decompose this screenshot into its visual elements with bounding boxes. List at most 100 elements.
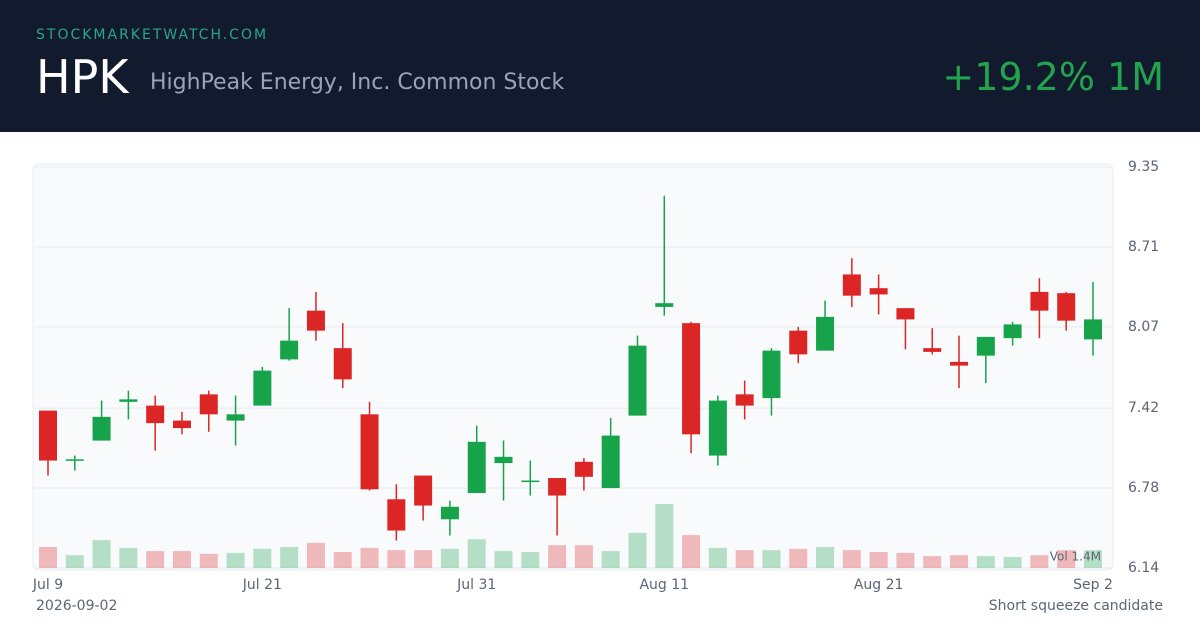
x-tick-label: Aug 11 xyxy=(639,577,689,593)
candle-body xyxy=(306,310,325,331)
candle-body xyxy=(682,323,701,435)
candle-body xyxy=(360,414,379,490)
volume-bar xyxy=(172,551,191,568)
volume-bar xyxy=(574,545,593,568)
candle-body xyxy=(601,435,620,489)
volume-bar xyxy=(414,550,433,568)
y-tick-label: 7.42 xyxy=(1128,400,1159,416)
volume-bar xyxy=(708,547,727,568)
volume-bar xyxy=(521,552,540,568)
candle-body xyxy=(628,345,647,416)
plot-area xyxy=(32,163,1114,571)
volume-bar xyxy=(92,540,111,568)
volume-bar xyxy=(333,552,352,568)
volume-bar xyxy=(548,545,567,568)
candle-body xyxy=(226,414,245,421)
candle-body xyxy=(869,288,888,295)
volume-bar xyxy=(682,535,701,568)
volume-bar xyxy=(1030,555,1049,568)
candle-body xyxy=(842,274,861,296)
candle-body xyxy=(574,461,593,477)
candle-body xyxy=(39,410,57,461)
x-tick-label: Jul 21 xyxy=(242,577,282,593)
candle-body xyxy=(655,303,674,307)
candle-body xyxy=(708,400,727,456)
candle-body xyxy=(789,330,808,355)
candle-body xyxy=(735,394,754,406)
header: STOCKMARKETWATCH.COM HPK HighPeak Energy… xyxy=(0,0,1200,132)
candle-body xyxy=(119,399,138,402)
volume-bar xyxy=(950,555,969,568)
volume-bar xyxy=(494,551,513,568)
chart: 2026-09-02 Short squeeze candidate 9.35 8… xyxy=(32,159,1163,614)
volume-bar xyxy=(280,546,299,568)
volume-bar xyxy=(39,546,57,568)
candle-body xyxy=(414,475,433,506)
volume-bar xyxy=(789,548,808,568)
candle-body xyxy=(199,394,218,415)
volume-bar xyxy=(816,546,835,568)
volume-bar xyxy=(65,555,84,568)
candle-body xyxy=(1030,291,1049,311)
candle-body xyxy=(280,340,299,360)
y-tick-label: 8.07 xyxy=(1128,319,1159,335)
candle-body xyxy=(494,456,513,464)
volume-bar xyxy=(601,551,620,568)
volume-bar xyxy=(1003,557,1022,568)
candle-body xyxy=(440,506,459,520)
volume-bar xyxy=(628,532,647,568)
volume-bar xyxy=(735,550,754,568)
candle-body xyxy=(950,361,969,366)
candle-body xyxy=(923,348,942,352)
y-tick-label: 6.78 xyxy=(1128,480,1159,496)
volume-bar xyxy=(360,547,379,568)
volume-bar xyxy=(976,556,995,568)
x-tick-label: Jul 31 xyxy=(456,577,496,593)
candle-body xyxy=(762,350,781,399)
volume-bar xyxy=(869,552,888,568)
candle-body xyxy=(253,370,272,406)
volume-bar xyxy=(253,548,272,568)
candle-body xyxy=(146,405,165,424)
volume-bar xyxy=(896,552,915,568)
volume-bar xyxy=(119,547,138,568)
volume-bar xyxy=(762,550,781,568)
candle-body xyxy=(172,420,191,429)
candle-body xyxy=(896,308,915,320)
x-tick-label: Sep 2 xyxy=(1073,577,1113,593)
candle-body xyxy=(333,348,352,380)
volume-bar xyxy=(387,550,406,568)
candle-body xyxy=(816,316,835,351)
candle-body xyxy=(1003,324,1022,339)
volume-bar xyxy=(1057,550,1076,568)
volume-bar xyxy=(306,542,325,568)
footer-note: Short squeeze candidate xyxy=(989,598,1163,614)
candle-body xyxy=(1084,319,1102,340)
site-name: STOCKMARKETWATCH.COM xyxy=(36,27,269,43)
volume-bar xyxy=(226,552,245,568)
candle-body xyxy=(521,480,540,483)
volume-bar xyxy=(440,548,459,568)
candle-body xyxy=(976,336,995,356)
y-tick-label: 9.35 xyxy=(1128,159,1159,175)
candle-body xyxy=(387,499,406,531)
volume-bar xyxy=(199,553,218,568)
volume-bar xyxy=(146,551,165,568)
ticker: HPK xyxy=(36,50,129,104)
x-tick-label: Jul 9 xyxy=(32,577,63,593)
footer-date: 2026-09-02 xyxy=(36,598,117,614)
candle-body xyxy=(467,441,486,494)
candle-body xyxy=(65,459,84,461)
volume-bar xyxy=(467,539,486,568)
volume-bar xyxy=(923,556,942,568)
candle-body xyxy=(1057,293,1076,321)
x-tick-label: Aug 21 xyxy=(854,577,904,593)
candle-body xyxy=(548,478,567,496)
y-tick-label: 6.14 xyxy=(1128,560,1159,576)
volume-label: Vol 1.4M xyxy=(1050,550,1101,564)
candle-body xyxy=(92,416,111,441)
volume-bar xyxy=(842,550,861,568)
volume-bar xyxy=(1084,550,1102,568)
volume-bar xyxy=(655,504,674,568)
